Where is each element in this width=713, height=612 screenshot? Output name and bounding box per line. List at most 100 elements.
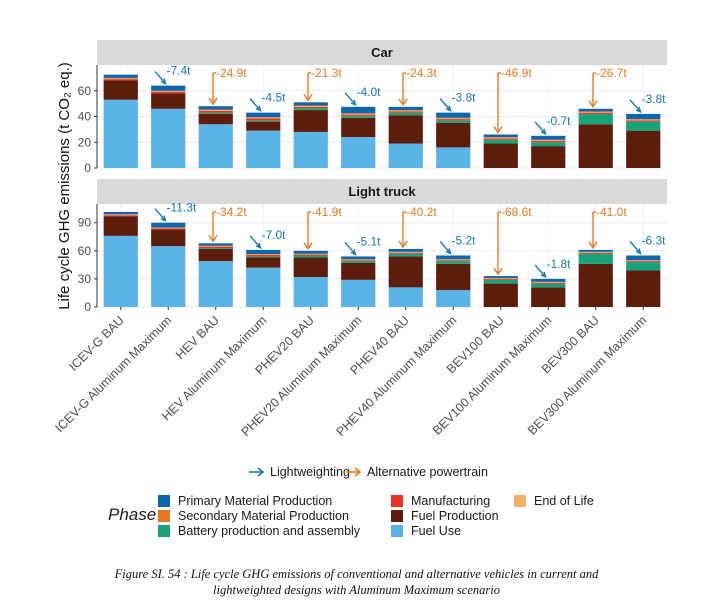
arrow-shaft bbox=[249, 235, 262, 249]
arrow-alternative-powertrain: -41.0t bbox=[588, 205, 627, 250]
bar-segment-fuel-production bbox=[483, 283, 518, 307]
bar-hev-aluminum-maximum bbox=[246, 249, 281, 307]
bar-segment-fuel-production bbox=[578, 263, 613, 307]
arrow-head bbox=[540, 271, 547, 279]
legend-swatch bbox=[391, 495, 403, 507]
arrow-shaft bbox=[439, 98, 452, 112]
arrow-shaft bbox=[534, 121, 547, 135]
y-tick-label: 40 bbox=[78, 110, 92, 124]
arrow-alternative-powertrain: -68.6t bbox=[493, 205, 532, 276]
arrow-label: -68.6t bbox=[501, 205, 532, 219]
bar-bev300-aluminum-maximum bbox=[626, 255, 661, 307]
bar-segment-primary-material-production bbox=[388, 248, 423, 252]
bar-segment-fuel-production bbox=[626, 270, 661, 307]
bar-segment-manufacturing bbox=[531, 140, 566, 143]
caption-line-1: Figure SI. 54 : Life cycle GHG emissions… bbox=[114, 567, 599, 581]
bar-segment-primary-material-production bbox=[578, 108, 613, 112]
bar-segment-primary-material-production bbox=[531, 278, 566, 282]
bar-segment-end-of-life bbox=[341, 113, 376, 115]
bar-segment-fuel-use bbox=[103, 235, 138, 307]
plot-area bbox=[97, 204, 667, 307]
bar-segment-primary-material-production bbox=[341, 106, 376, 114]
arrow-alternative-powertrain: -41.9t bbox=[303, 205, 342, 251]
bar-segment-battery-production-and-assembly bbox=[246, 256, 281, 258]
y-tick-label: 20 bbox=[78, 135, 92, 149]
bar-segment-battery-production-and-assembly bbox=[293, 255, 328, 258]
bar-phev20-bau bbox=[293, 250, 328, 307]
bar-segment-battery-production-and-assembly bbox=[341, 261, 376, 263]
arrow-head bbox=[398, 98, 408, 107]
arrow-head bbox=[588, 241, 598, 250]
bar-segment-secondary-material-production bbox=[626, 119, 661, 120]
arrow-head bbox=[208, 97, 218, 106]
bar-segment-fuel-use bbox=[388, 287, 423, 307]
bar-segment-end-of-life bbox=[531, 140, 566, 141]
legend-swatch bbox=[514, 495, 526, 507]
arrow-alternative-powertrain: -21.3t bbox=[303, 66, 342, 102]
arrow-label: -46.9t bbox=[501, 66, 532, 80]
bar-segment-primary-material-production bbox=[626, 255, 661, 261]
legend-item-fuel-production: Fuel Production bbox=[391, 509, 499, 523]
bar-segment-fuel-production bbox=[436, 263, 471, 291]
bar-phev40-bau bbox=[388, 248, 423, 307]
bar-segment-primary-material-production bbox=[578, 249, 613, 252]
arrow-label: -3.8t bbox=[452, 91, 477, 105]
arrow-lightweighting: -4.5t bbox=[249, 91, 286, 112]
arrow-label: -40.2t bbox=[406, 205, 437, 219]
legend-title: Phase bbox=[108, 505, 156, 524]
bar-segment-fuel-production bbox=[531, 287, 566, 307]
bar-segment-end-of-life bbox=[436, 118, 471, 120]
bar-segment-manufacturing bbox=[103, 79, 138, 81]
legend-swatch bbox=[158, 525, 170, 537]
arrow-lightweighting: -3.8t bbox=[439, 91, 477, 112]
bar-segment-manufacturing bbox=[626, 120, 661, 122]
arrow-lightweighting: -7.4t bbox=[154, 64, 192, 85]
bar-segment-battery-production-and-assembly bbox=[198, 248, 233, 249]
arrow-shaft bbox=[439, 241, 452, 254]
bar-segment-end-of-life bbox=[293, 106, 328, 107]
bar-segment-fuel-use bbox=[436, 290, 471, 307]
arrow-label: -1.8t bbox=[547, 257, 572, 271]
arrow-head bbox=[303, 242, 313, 251]
bar-segment-battery-production-and-assembly bbox=[246, 120, 281, 122]
arrow-head bbox=[445, 105, 452, 112]
bar-phev40-aluminum-maximum bbox=[436, 112, 471, 168]
bar-segment-fuel-production bbox=[151, 229, 186, 247]
bar-bev100-bau bbox=[483, 276, 518, 307]
arrow-lightweighting: -5.2t bbox=[439, 234, 476, 255]
bar-segment-secondary-material-production bbox=[531, 139, 566, 141]
arrow-label: -7.4t bbox=[167, 64, 192, 78]
bar-segment-fuel-use bbox=[151, 246, 186, 307]
bar-segment-manufacturing bbox=[578, 112, 613, 114]
legend-label: Fuel Use bbox=[411, 524, 461, 538]
bar-segment-end-of-life bbox=[388, 110, 423, 112]
bar-segment-battery-production-and-assembly bbox=[436, 120, 471, 123]
arrow-shaft bbox=[629, 99, 642, 113]
arrow-shaft bbox=[249, 98, 262, 112]
bar-segment-manufacturing bbox=[436, 260, 471, 262]
bar-bev300-aluminum-maximum bbox=[626, 113, 661, 168]
bar-segment-end-of-life bbox=[151, 91, 186, 93]
panel-light-truck: Light truck 0 30 60 90 -11.3t -34.2t -7.0t -41.9… bbox=[78, 179, 667, 314]
arrow-legend-head bbox=[257, 467, 265, 477]
bar-segment-fuel-use bbox=[103, 99, 138, 168]
bar-hev-bau bbox=[198, 243, 233, 307]
bar-hev-aluminum-maximum bbox=[246, 112, 281, 168]
bar-segment-fuel-use bbox=[246, 130, 281, 168]
arrow-label: -24.3t bbox=[406, 66, 437, 80]
legend-item-secondary-material-production: Secondary Material Production bbox=[158, 509, 349, 523]
bar-segment-fuel-production bbox=[341, 262, 376, 280]
legend-label: Battery production and assembly bbox=[178, 524, 361, 538]
bar-segment-primary-material-production bbox=[531, 135, 566, 140]
arrow-head bbox=[588, 100, 598, 109]
bar-segment-end-of-life bbox=[246, 117, 281, 119]
arrow-shaft bbox=[534, 264, 547, 278]
bar-bev100-aluminum-maximum bbox=[531, 278, 566, 307]
legend-item-battery-production-and-assembly: Battery production and assembly bbox=[158, 524, 361, 538]
legend-swatch bbox=[391, 510, 403, 522]
bar-segment-primary-material-production bbox=[341, 256, 376, 260]
bar-segment-fuel-production bbox=[388, 115, 423, 144]
bar-segment-primary-material-production bbox=[103, 74, 138, 78]
bar-segment-fuel-production bbox=[103, 216, 138, 236]
bar-segment-battery-production-and-assembly bbox=[578, 113, 613, 125]
